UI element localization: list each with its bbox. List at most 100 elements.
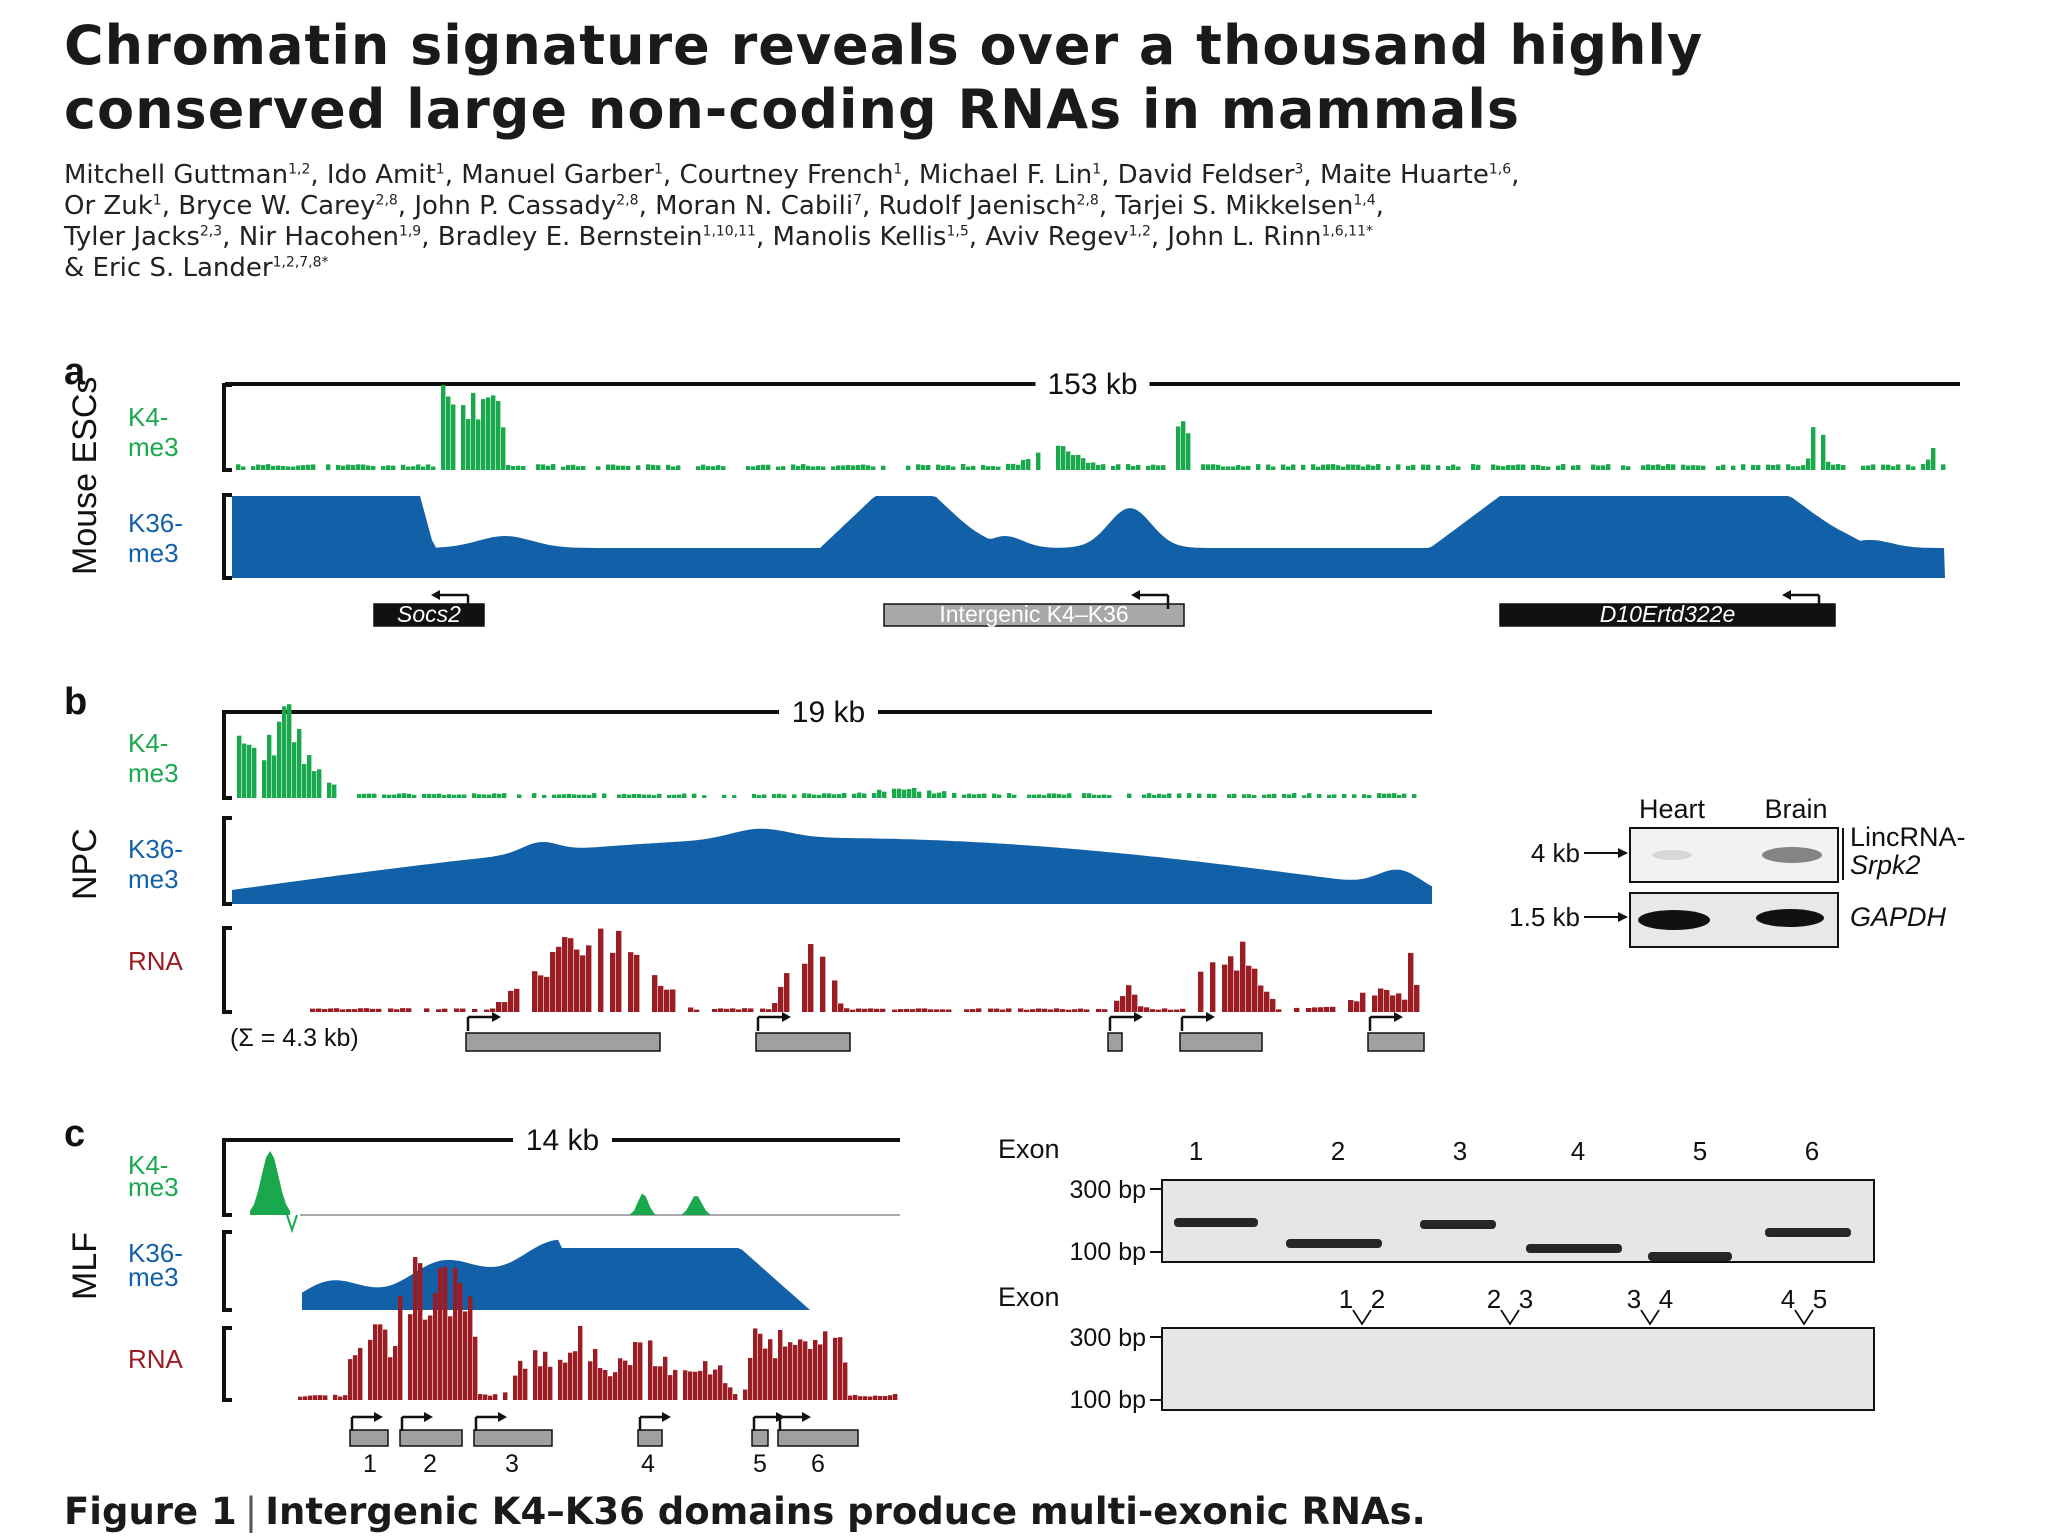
panel-a-k4-track-bar — [1511, 465, 1516, 470]
panel-b-exon-box — [1179, 1032, 1263, 1052]
panel-b-k4-track-bar — [1392, 793, 1397, 798]
panel-b-rna-track-bar — [1222, 964, 1228, 1012]
panel-a-k4-track-bar — [1716, 466, 1721, 470]
blot-row-label: GAPDH — [1850, 902, 1947, 932]
panel-b-k4-track-bar — [617, 794, 622, 798]
panel-c-rna-track-bar — [493, 1394, 498, 1400]
panel-b-k4-track-bar — [302, 763, 307, 798]
panel-b-k4-track-bar — [1162, 794, 1167, 798]
panel-a-k4-track-bar — [831, 466, 836, 470]
panel-b-rna-track-bar — [364, 1008, 370, 1012]
panel-c-rna-track-bar — [618, 1358, 623, 1400]
panel-c-rna-track-bar — [298, 1396, 303, 1400]
panel-a-k4-track-bar — [1536, 464, 1541, 470]
panel-a-k4-track-bar — [1176, 426, 1181, 470]
panel-b-rna-track-bar — [808, 944, 814, 1012]
panel-a-k4-track-bar — [1681, 464, 1686, 470]
author-affiliation: 1 — [653, 161, 663, 178]
panel-b-rna-track-bar — [508, 990, 514, 1012]
panel-b-k4-track-bar — [862, 793, 867, 798]
panel-b-k4-track — [237, 704, 1417, 798]
panel-a-k4-track-bar — [451, 404, 456, 470]
panel-a-k4-track-bar — [881, 465, 886, 470]
panel-b-k4-track-bar — [692, 793, 697, 798]
author: Bradley E. Bernstein1,10,11 — [437, 222, 756, 252]
panel-b-k4-track-bar — [917, 791, 922, 798]
gel-top-lane-label: 5 — [1693, 1136, 1707, 1166]
panel-c-k4-dip — [286, 1214, 298, 1234]
blot-row-label: Srpk2 — [1850, 850, 1921, 880]
author-affiliation: 1 — [1092, 161, 1102, 178]
panel-b-k4-track-bar — [567, 793, 572, 798]
panel-a-k4-track-bar — [1841, 465, 1846, 470]
panel-b-k4-track-bar — [262, 760, 267, 798]
panel-a-k4-track-bar — [1576, 465, 1581, 470]
panel-c-promoter-arrow — [778, 1412, 811, 1431]
panel-c-rna-label: RNA — [128, 1344, 184, 1374]
panel-b-rna-track-bar — [1018, 1008, 1024, 1012]
panel-b-rna-track-bar — [1180, 1008, 1186, 1012]
panel-b-k4-track-bar — [592, 793, 597, 798]
panel-a-k4-track-bar — [1806, 458, 1811, 470]
panel-b-rna-track-bar — [1114, 1000, 1120, 1012]
panel-c-k4-peak — [630, 1193, 656, 1215]
panel-a-k4-track-bar — [1351, 464, 1356, 470]
gel-bottom-lane-label: 1 — [1339, 1284, 1353, 1314]
author-affiliation: 1 — [893, 161, 903, 178]
panel-b-k4-track-bar — [702, 795, 707, 798]
panel-a-k4-track-bar — [1741, 464, 1746, 470]
panel-a-k4-track-bar — [371, 465, 376, 470]
panel-a-k4-track-bar — [1626, 466, 1631, 470]
panel-c-rna-track-bar — [378, 1324, 383, 1400]
author: Or Zuk1 — [64, 191, 162, 221]
panel-a-k4-track-bar — [1246, 465, 1251, 470]
panel-c-exon-box — [751, 1429, 769, 1447]
panel-a-gene-label: D10Ertd322e — [1600, 601, 1736, 627]
panel-b-rna-track-bar — [574, 949, 580, 1012]
panel-b-rna-track-bar — [1402, 999, 1408, 1012]
panel-b-k4-track-bar — [477, 794, 482, 798]
panel-b-k4-track-bar — [1082, 793, 1087, 798]
panel-b-k4-track-bar — [312, 771, 317, 798]
author: Nir Hacohen1,9 — [238, 222, 422, 252]
panel-a-k4-track-bar — [926, 464, 931, 470]
panel-a-k4-track-bar — [1456, 466, 1461, 470]
author: Bryce W. Carey2,8 — [178, 191, 398, 221]
panel-a-k4-track-bar — [856, 464, 861, 470]
panel-c-rna-track-bar — [438, 1268, 443, 1400]
panel-a-k4-track-bar — [1371, 465, 1376, 470]
panel-b-k4-track-bar — [822, 793, 827, 798]
panel-c-rna-track-bar — [893, 1394, 898, 1400]
panel-a-k4-track-bar — [1516, 464, 1521, 470]
panel-a-k4-track-bar — [1931, 448, 1936, 470]
blot-band — [1756, 909, 1824, 927]
panel-c-rna-track-bar — [453, 1267, 458, 1400]
panel-a-k4-label: me3 — [128, 432, 179, 462]
panel-c-promoter-arrow — [474, 1412, 507, 1431]
panel-c-rna-track-bar — [578, 1325, 583, 1400]
panel-b-rna-track-bar — [922, 1008, 928, 1012]
panel-b-rna-track-bar — [844, 1008, 850, 1012]
panel-a-k36-bracket — [222, 493, 232, 580]
panel-b-k4-track-bar — [1342, 794, 1347, 798]
panel-a-k4-track-bar — [1386, 466, 1391, 470]
panel-b-rna-track-bar — [502, 1002, 508, 1012]
panel-b-k4-track-bar — [1212, 793, 1217, 798]
panel-a-k4-track-bar — [336, 464, 341, 470]
panel-b-k4-track-bar — [757, 795, 762, 798]
panel-b-rna-track-bar — [1138, 1006, 1144, 1012]
gel-bottom-lane-label: 5 — [1813, 1284, 1827, 1314]
panel-b-rna-track-bar — [1312, 1007, 1318, 1012]
panel-b-k4-track-bar — [422, 793, 427, 798]
panel-a-k4-track-bar — [461, 405, 466, 470]
panel-b-k4-track-bar — [1152, 795, 1157, 798]
panel-c-rna-track-bar — [558, 1359, 563, 1400]
panel-a-k4-track-bar — [511, 465, 516, 470]
panel-c-rna-track-bar — [723, 1383, 728, 1400]
author-affiliation: 1,2,7,8* — [272, 254, 329, 271]
panel-b-rna-track-bar — [424, 1008, 430, 1012]
panel-b-k4-track-bar — [407, 793, 412, 798]
panel-c-rna-track-bar — [413, 1257, 418, 1400]
panel-c-scale-label: 14 kb — [526, 1124, 599, 1157]
panel-a-k4-track-bar — [761, 464, 766, 470]
